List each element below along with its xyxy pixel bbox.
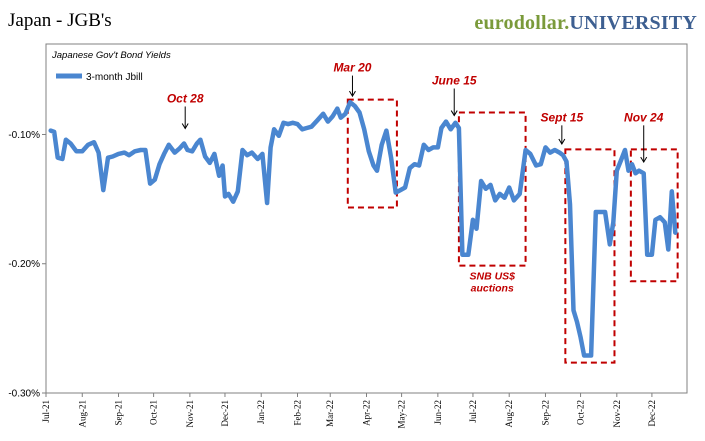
x-tick-label: Nov-21 — [185, 400, 195, 428]
y-tick-label: -0.10% — [8, 130, 40, 141]
x-tick-label: Jul-21 — [41, 400, 51, 423]
x-tick-label: Jun-22 — [433, 400, 443, 425]
brand-part-1: eurodollar. — [474, 12, 570, 34]
annotation-arrowhead — [181, 123, 189, 130]
page-title: Japan - JGB's — [8, 10, 112, 31]
annotation-note: auctions — [471, 283, 514, 295]
annotation-arrowhead — [640, 156, 648, 164]
x-tick-label: Dec-21 — [220, 400, 230, 427]
x-tick-label: Jan-22 — [256, 400, 266, 424]
x-tick-label: Mar-22 — [325, 400, 335, 427]
x-tick-label: Oct-21 — [149, 400, 159, 425]
annotation-note: SNB US$ — [469, 271, 515, 283]
annotation-label: Mar 20 — [333, 61, 371, 75]
x-tick-label: Jul-22 — [468, 400, 478, 423]
brand-logo: eurodollar.UNIVERSITY — [474, 12, 697, 35]
annotation-label: Nov 24 — [624, 110, 664, 124]
x-tick-label: Sep-21 — [114, 400, 124, 426]
annotation-box — [564, 148, 616, 364]
annotation-arrowhead — [558, 138, 566, 145]
x-tick-label: Nov-22 — [612, 400, 622, 428]
x-tick-label: Aug-21 — [77, 400, 87, 428]
annotation-label: June 15 — [432, 74, 477, 88]
x-tick-label: Aug-22 — [504, 400, 514, 428]
annotation-arrowhead — [450, 110, 458, 117]
x-tick-label: Apr-22 — [362, 400, 372, 426]
y-tick-label: -0.20% — [8, 259, 40, 270]
annotation-label: Sept 15 — [540, 110, 583, 124]
annotation-box — [346, 98, 398, 209]
chart-subtitle: Japanese Gov't Bond Yields — [51, 50, 171, 61]
x-tick-label: Oct-22 — [576, 400, 586, 425]
x-tick-label: Dec-22 — [647, 400, 657, 427]
annotation-box — [629, 148, 679, 283]
x-tick-label: May-22 — [397, 400, 407, 429]
brand-part-2: UNIVERSITY — [569, 12, 697, 34]
annotation-label: Oct 28 — [167, 91, 204, 105]
annotation-arrowhead — [349, 90, 356, 98]
x-tick-label: Sep-22 — [540, 400, 550, 426]
x-tick-label: Feb-22 — [292, 400, 302, 426]
legend-label: 3-month Jbill — [86, 72, 143, 83]
y-tick-label: -0.30% — [8, 389, 40, 400]
series-line-3-month-jbill — [48, 99, 678, 358]
